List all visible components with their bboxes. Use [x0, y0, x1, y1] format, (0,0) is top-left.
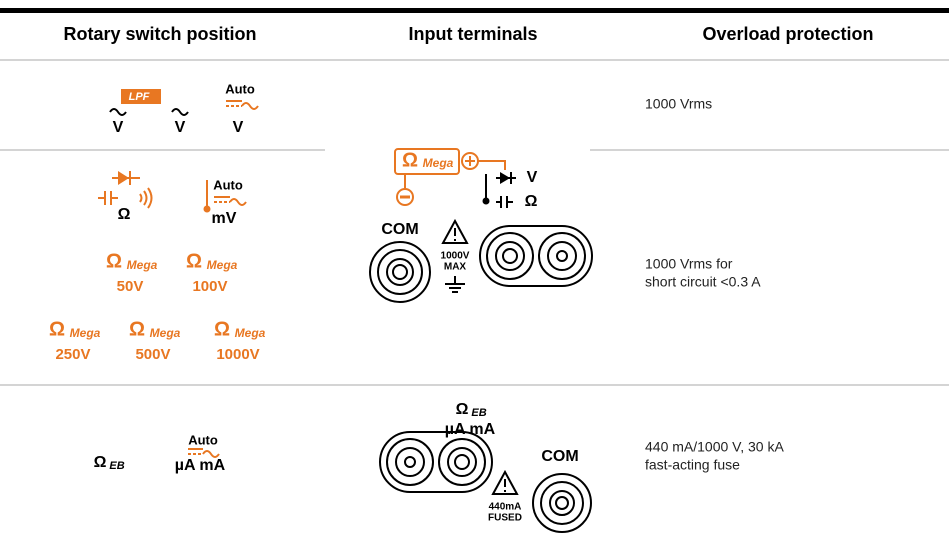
- capacitor-symbol: [496, 196, 513, 208]
- protection-text: 1000 Vrms: [645, 96, 712, 112]
- jack: [454, 454, 470, 470]
- jack: [438, 438, 486, 486]
- jack: [404, 456, 416, 468]
- column-header: Rotary switch position: [63, 24, 256, 44]
- jack-pair: [479, 225, 593, 287]
- rating-label: 440mA: [489, 502, 522, 513]
- mega-symbol: Ω: [186, 250, 202, 272]
- mega-label: Mega: [235, 326, 266, 340]
- warning-icon: [441, 218, 469, 244]
- minus-terminal: [396, 188, 414, 206]
- diode-symbol: [118, 171, 129, 185]
- range-label: V: [175, 119, 186, 136]
- rating-label: FUSED: [488, 513, 522, 524]
- range-label: V: [113, 119, 124, 136]
- lpf-box: [121, 89, 161, 104]
- terminal-label: V: [527, 169, 538, 186]
- jack: [538, 232, 586, 280]
- mega-label: Mega: [207, 258, 238, 272]
- range-label: µA mA: [175, 457, 226, 474]
- terminal-subscript: EB: [471, 407, 486, 419]
- mega-symbol: Ω: [129, 318, 145, 340]
- mega-label: Mega: [423, 156, 454, 170]
- mega-label: Mega: [127, 258, 158, 272]
- ground-symbol: [445, 276, 465, 293]
- mega-symbol: Ω: [214, 318, 230, 340]
- range-label: Ω: [94, 454, 107, 471]
- terminal-label: µA mA: [445, 421, 496, 438]
- jack: [377, 249, 423, 295]
- mega-box: [394, 148, 460, 175]
- protection-text: 440 mA/1000 V, 30 kA: [645, 439, 784, 455]
- jack: [502, 248, 518, 264]
- jack: [555, 496, 569, 510]
- protection-text: short circuit <0.3 A: [645, 274, 761, 290]
- jack: [369, 241, 431, 303]
- mega-label: Mega: [150, 326, 181, 340]
- test-voltage: 250V: [55, 346, 90, 363]
- plus-terminal: [465, 156, 506, 170]
- jack: [386, 258, 414, 286]
- mega-symbol: Ω: [49, 318, 65, 340]
- test-voltage: 500V: [135, 346, 170, 363]
- thermometer: [482, 197, 490, 205]
- auto-label: Auto: [225, 81, 255, 96]
- jack: [395, 447, 425, 477]
- terminal-label: COM: [541, 448, 578, 465]
- jack: [532, 473, 592, 533]
- thermometer: [203, 205, 211, 213]
- mega-symbol: Ω: [402, 149, 418, 171]
- terminal-label: COM: [381, 221, 418, 238]
- column-header: Input terminals: [408, 24, 537, 44]
- auto-label: Auto: [213, 177, 243, 192]
- jack: [447, 447, 477, 477]
- sound-symbol: [139, 187, 153, 209]
- range-label: V: [233, 119, 244, 136]
- ac-symbol: [241, 102, 259, 110]
- jack-pair: [379, 431, 493, 493]
- jack: [540, 481, 584, 525]
- jack: [549, 490, 575, 516]
- rating-label: 1000V: [441, 251, 470, 262]
- range-label: Ω: [118, 206, 131, 223]
- test-voltage: 100V: [192, 278, 227, 295]
- test-voltage: 1000V: [216, 346, 259, 363]
- jack: [386, 438, 434, 486]
- terminal-label: Ω: [456, 401, 469, 418]
- top-rule: [0, 8, 949, 13]
- range-label: mV: [212, 210, 237, 227]
- protection-text: 1000 Vrms for: [645, 256, 733, 272]
- jack: [495, 241, 525, 271]
- jack: [392, 264, 408, 280]
- jack: [547, 241, 577, 271]
- auto-label: Auto: [188, 432, 218, 447]
- terminal-label: Ω: [525, 193, 538, 210]
- warning-icon: [491, 469, 519, 495]
- mega-symbol: Ω: [106, 250, 122, 272]
- mega-label: Mega: [70, 326, 101, 340]
- ac-symbol: [109, 108, 127, 116]
- range-subscript: EB: [109, 460, 124, 472]
- capacitor-symbol: [98, 191, 118, 205]
- protection-text: fast-acting fuse: [645, 457, 740, 473]
- rating-label: MAX: [444, 262, 467, 273]
- jack: [556, 250, 568, 262]
- test-voltage: 50V: [117, 278, 144, 295]
- column-header: Overload protection: [702, 24, 873, 44]
- diode-symbol: [500, 172, 510, 184]
- lpf-label: LPF: [129, 91, 150, 103]
- ac-symbol: [229, 198, 247, 206]
- ac-symbol: [202, 450, 220, 458]
- ac-symbol: [171, 108, 189, 116]
- jack: [486, 232, 534, 280]
